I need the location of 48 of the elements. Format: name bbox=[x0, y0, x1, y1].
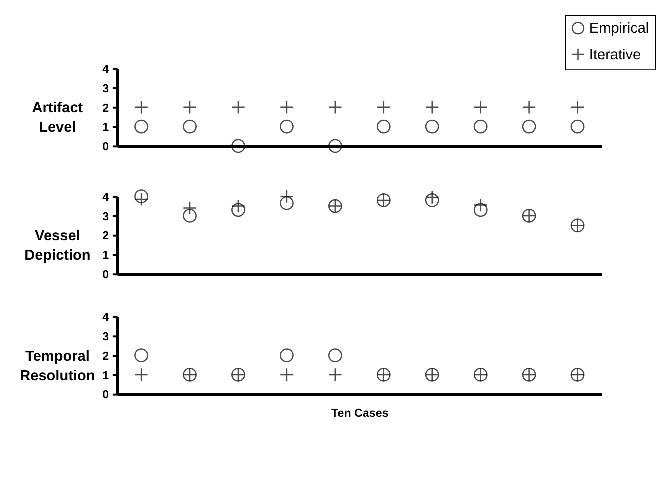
point bbox=[183, 209, 197, 223]
point bbox=[134, 100, 148, 114]
y-tick-label: 0 bbox=[102, 388, 110, 402]
point bbox=[522, 120, 536, 134]
point bbox=[280, 190, 294, 204]
point bbox=[134, 120, 148, 134]
point bbox=[328, 100, 342, 114]
x-axis-title: Ten Cases bbox=[331, 407, 389, 420]
point bbox=[425, 190, 440, 204]
y-axis-title: Artifact Level bbox=[32, 100, 84, 136]
point bbox=[376, 100, 391, 114]
point bbox=[280, 196, 294, 210]
y-tick-label: 3 bbox=[102, 82, 110, 96]
point bbox=[183, 100, 197, 114]
point bbox=[232, 139, 246, 154]
y-tick-label: 2 bbox=[102, 230, 110, 243]
y-tick-label: 1 bbox=[102, 249, 110, 262]
point bbox=[232, 203, 246, 218]
point bbox=[280, 100, 294, 114]
y-tick-label: 4 bbox=[102, 311, 110, 324]
point bbox=[134, 190, 148, 204]
point bbox=[232, 199, 246, 214]
point bbox=[183, 120, 197, 134]
y-tick-label: 2 bbox=[102, 350, 110, 363]
y-tick-label: 1 bbox=[102, 369, 110, 382]
point bbox=[232, 100, 246, 114]
point bbox=[570, 120, 585, 134]
point bbox=[474, 120, 488, 134]
point bbox=[425, 194, 440, 208]
y-tick-label: 3 bbox=[102, 330, 110, 344]
y-tick-label: 4 bbox=[102, 190, 110, 204]
y-tick-label: 0 bbox=[102, 268, 110, 282]
legend-label: Iterative bbox=[589, 47, 642, 64]
point bbox=[328, 139, 342, 154]
point bbox=[280, 120, 294, 134]
y-axis-title: Temporal Resolution bbox=[20, 348, 96, 384]
point bbox=[134, 192, 148, 206]
point bbox=[376, 120, 391, 134]
point bbox=[183, 201, 197, 216]
y-axis-title: Vessel Depiction bbox=[24, 228, 91, 264]
point bbox=[474, 203, 488, 218]
y-tick-label: 2 bbox=[102, 102, 110, 115]
legend-label: Empirical bbox=[589, 21, 650, 38]
y-tick-label: 4 bbox=[102, 62, 110, 76]
y-tick-label: 0 bbox=[102, 140, 110, 154]
y-tick-label: 3 bbox=[102, 210, 110, 224]
y-tick-label: 1 bbox=[102, 121, 110, 134]
point bbox=[425, 120, 440, 134]
